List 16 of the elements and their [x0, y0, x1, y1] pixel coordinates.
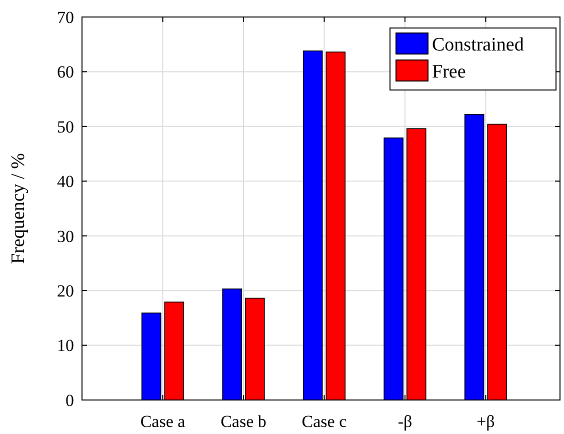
y-tick-label: 0: [66, 390, 74, 410]
y-tick-label: 50: [57, 117, 74, 136]
y-axis-title: Frequency / %: [8, 152, 29, 264]
y-tick-label: 70: [57, 8, 74, 27]
legend-label: Constrained: [432, 34, 524, 56]
legend-label: Free: [432, 62, 466, 83]
y-tick-label: 20: [57, 282, 74, 301]
y-tick-label: 10: [57, 336, 74, 356]
x-tick-label: -β: [398, 412, 412, 431]
y-tick-label: 30: [57, 226, 74, 246]
x-tick-label: Case b: [220, 412, 266, 431]
x-tick-label: Case a: [140, 412, 186, 431]
y-tick-label: 60: [57, 62, 74, 82]
y-tick-label: 40: [57, 172, 74, 192]
x-tick-label: Case c: [302, 412, 348, 431]
x-tick-label: +β: [476, 412, 495, 431]
